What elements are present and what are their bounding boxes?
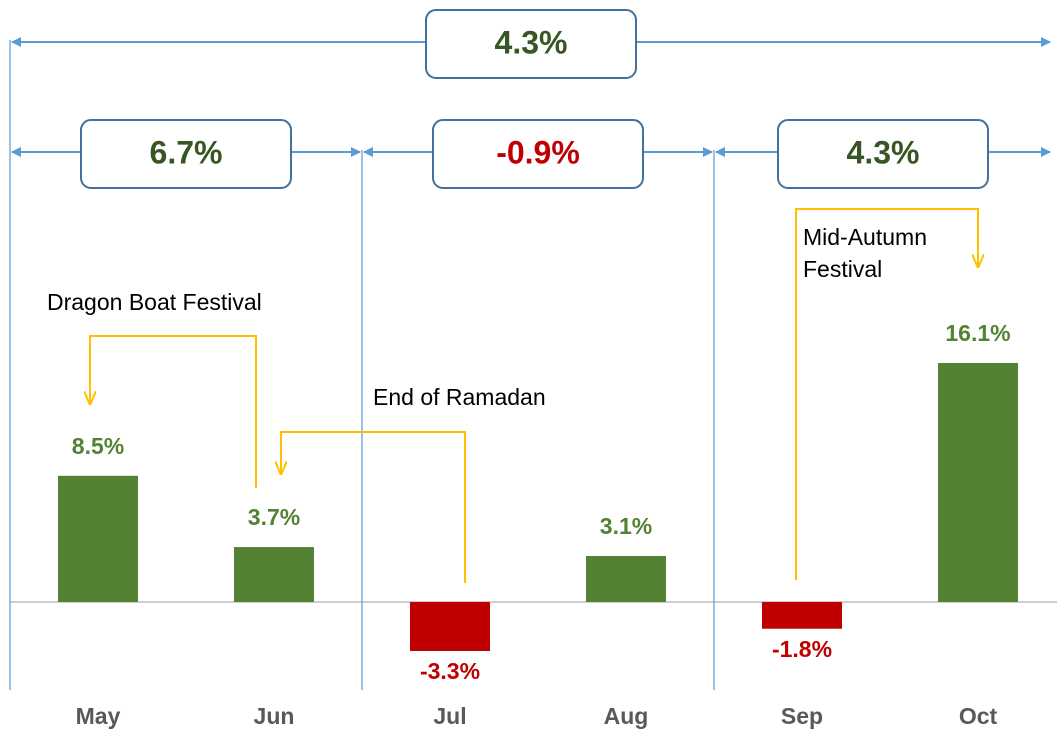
x-tick-label: Sep [781, 703, 823, 729]
x-tick-label: Jul [433, 703, 466, 729]
bar [586, 555, 666, 602]
period-box [432, 119, 644, 189]
period-label: 6.7% [150, 134, 223, 170]
annotation-arrow [90, 335, 257, 488]
bar [762, 602, 842, 629]
period-label: 4.3% [495, 24, 568, 60]
x-tick-label: Jun [254, 703, 295, 729]
value-label: 3.7% [248, 504, 300, 530]
x-tick-label: Aug [604, 703, 649, 729]
period-box [425, 9, 637, 79]
bar [234, 547, 314, 602]
period-box [80, 119, 292, 189]
value-label: -1.8% [772, 636, 832, 662]
bar [58, 475, 138, 602]
x-tick-label: Oct [959, 703, 998, 729]
bar [938, 363, 1018, 602]
period-box [777, 119, 989, 189]
period-label: -0.9% [496, 134, 580, 170]
bar [410, 602, 490, 651]
annotation-label: Mid-Autumn Festival [803, 224, 927, 282]
value-label: -3.3% [420, 658, 480, 684]
annotation-label: End of Ramadan [373, 384, 546, 410]
value-label: 16.1% [945, 320, 1010, 346]
value-label: 3.1% [600, 513, 652, 539]
period-label: 4.3% [847, 134, 920, 170]
x-tick-label: May [76, 703, 121, 729]
annotation-label: Dragon Boat Festival [47, 289, 262, 315]
value-label: 8.5% [72, 433, 124, 459]
annotation-arrow [795, 208, 978, 580]
annotation-arrow [281, 431, 466, 583]
